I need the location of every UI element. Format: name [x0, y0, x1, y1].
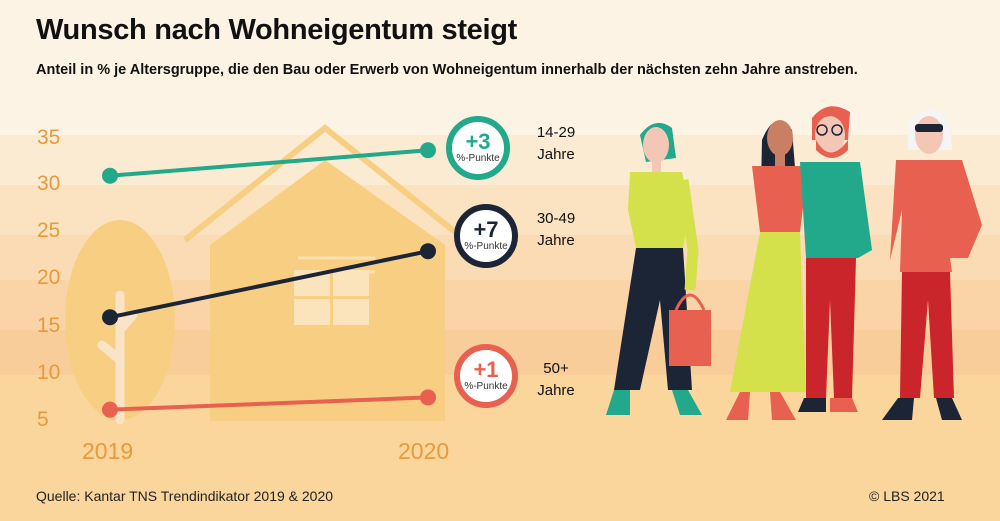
y-tick-label: 10 [37, 361, 61, 384]
source-note: Quelle: Kantar TNS Trendindikator 2019 &… [36, 488, 334, 504]
y-tick-label: 35 [37, 126, 61, 149]
data-point-0-0 [102, 167, 118, 184]
badge-value: +3 [465, 129, 491, 154]
series-label-line: Jahre [537, 232, 575, 249]
x-tick-label: 2019 [82, 438, 134, 464]
series-line-0 [109, 148, 429, 178]
person-woman-couple [726, 120, 808, 420]
person-older-woman [882, 109, 982, 420]
y-tick-label: 30 [37, 172, 61, 195]
badge-unit: %-Punkte [464, 381, 508, 392]
series-label-line: Jahre [537, 146, 575, 163]
series-label-line: 30-49 [536, 210, 576, 227]
data-point-1-0 [102, 309, 118, 326]
x-tick-label: 2020 [398, 438, 450, 464]
chart-subtitle: Anteil in % je Altersgruppe, die den Bau… [36, 62, 858, 78]
change-badge-30-49: +7 %-Punkte [454, 204, 518, 268]
badge-value: +7 [473, 217, 499, 242]
y-tick-label: 5 [37, 408, 49, 431]
series-label-14-29: 14-29 Jahre [521, 122, 591, 166]
change-badge-14-29: +3 %-Punkte [446, 116, 510, 180]
series-line-1 [109, 249, 429, 320]
change-badge-50plus: +1 %-Punkte [454, 344, 518, 408]
people-illustration [606, 106, 982, 420]
y-tick-label: 20 [37, 266, 61, 289]
y-tick-label: 15 [37, 314, 61, 337]
house-illustration [183, 124, 467, 421]
series-label-line: 14-29 [536, 124, 576, 141]
series-label-line: Jahre [537, 382, 575, 399]
badge-unit: %-Punkte [456, 153, 500, 164]
person-man-couple [798, 106, 872, 412]
series-line-2 [109, 395, 429, 412]
series-label-line: 50+ [543, 360, 569, 377]
person-young-woman [606, 122, 711, 415]
copyright-note: © LBS 2021 [869, 488, 945, 504]
chart-title: Wunsch nach Wohneigentum steigt [36, 14, 518, 46]
data-point-1-1 [420, 243, 436, 260]
data-point-2-0 [102, 401, 118, 418]
series-label-30-49: 30-49 Jahre [521, 208, 591, 252]
series-label-50plus: 50+ Jahre [521, 358, 591, 402]
badge-value: +1 [473, 357, 499, 382]
badge-unit: %-Punkte [464, 241, 508, 252]
data-point-2-1 [420, 389, 436, 406]
data-point-0-1 [420, 142, 436, 159]
chart-lines [102, 142, 436, 418]
y-tick-label: 25 [37, 219, 61, 242]
